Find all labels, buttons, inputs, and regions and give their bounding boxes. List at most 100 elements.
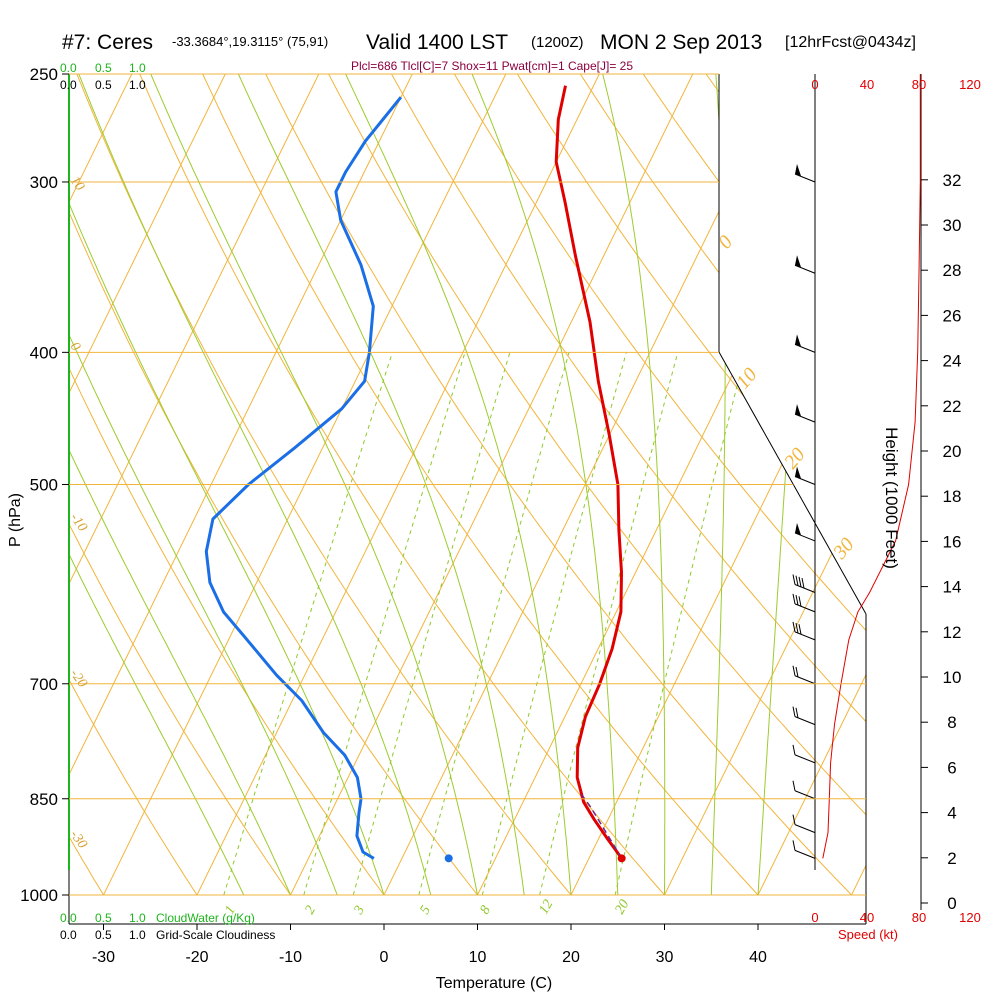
cloudwater-top-1: 0.5 — [95, 61, 112, 75]
moist-adiabat-label: 30 — [828, 534, 858, 564]
x-tick-label: -10 — [279, 949, 302, 966]
x-tick-label: -20 — [185, 949, 208, 966]
dry-adiabat-line — [69, 74, 198, 895]
sounding-profiles — [204, 85, 623, 860]
cloudiness-top-0: 0.0 — [60, 78, 77, 92]
isotherm-line — [757, 74, 866, 895]
mixing-ratio-label: 2 — [302, 903, 318, 917]
height-tick-label: 12 — [943, 623, 962, 642]
dry-adiabat-line — [453, 74, 866, 895]
cloudiness-legend: 0.0 0.5 1.0 Grid-Scale Cloudiness — [60, 928, 275, 942]
forecast-cycle: [12hrFcst@0434z] — [785, 34, 916, 51]
cloudwater-bottom-1: 0.5 — [95, 911, 112, 925]
cloudwater-top-2: 1.0 — [129, 61, 146, 75]
y-axis-label: P (hPa) — [7, 493, 24, 547]
speed-top-3: 120 — [959, 77, 981, 92]
wind-barb — [794, 466, 816, 485]
height-tick-label: 28 — [943, 261, 962, 280]
mixing-ratio-line — [352, 352, 511, 895]
wind-barb — [794, 404, 816, 423]
height-tick-label: 16 — [943, 532, 962, 551]
skewed-grid — [69, 74, 1000, 895]
dry-adiabat-line — [76, 74, 572, 895]
temperature-profile — [554, 85, 623, 860]
mixing-ratio-line — [614, 352, 746, 895]
height-tick-label: 20 — [943, 442, 962, 461]
x-tick-label: -30 — [92, 949, 115, 966]
wind-barb — [792, 593, 816, 613]
cloudiness-scale-top: 0.0 0.5 1.0 — [60, 78, 146, 92]
moist-adiabat-line — [602, 74, 666, 895]
x-tick-label: 30 — [656, 949, 674, 966]
dry-adiabat-line — [958, 74, 1000, 895]
mixing-ratio-label: 3 — [351, 903, 368, 917]
plot-frame — [68, 73, 922, 925]
dry-adiabat-line — [516, 74, 866, 895]
height-axis-label: Height (1000 Feet) — [882, 427, 901, 569]
pressure-axis: 250 300 400 500 700 850 1000 — [20, 65, 69, 905]
dry-adiabat-line — [831, 74, 866, 895]
station-title: #7: Ceres — [62, 31, 153, 54]
wind-barb — [792, 780, 816, 800]
speed-top-1: 40 — [860, 77, 874, 92]
dry-adiabat-line — [139, 74, 665, 895]
x-axis-label: Temperature (C) — [436, 975, 552, 992]
wind-barb — [792, 840, 816, 859]
moist-adiabat-line — [69, 74, 245, 895]
pressure-tick-label: 400 — [30, 343, 58, 362]
wind-barb — [792, 744, 816, 764]
dry-adiabat-line — [391, 74, 866, 895]
wind-panel — [792, 74, 921, 859]
dry-adiabat-line — [328, 74, 866, 895]
speed-legend: 0 40 80 120 Speed (kt) — [811, 910, 980, 942]
speed-scale-top: 0 40 80 120 — [811, 77, 980, 92]
cloudwater-legend: 0.0 0.5 1.0 CloudWater (g/Kg) — [60, 911, 255, 925]
mixing-ratio-line — [303, 352, 466, 895]
wind-barb — [794, 255, 816, 274]
speed-bottom-2: 80 — [912, 910, 926, 925]
height-tick-label: 0 — [947, 894, 956, 913]
speed-bottom-0: 0 — [811, 910, 818, 925]
isotherm-line — [69, 74, 226, 895]
wind-barb — [794, 522, 816, 542]
pressure-tick-label: 850 — [30, 790, 58, 809]
wind-barb — [792, 574, 816, 593]
speed-legend-label: Speed (kt) — [838, 927, 898, 942]
moist-adiabat-line — [69, 74, 338, 895]
dry-adiabat-line — [69, 74, 478, 895]
cloudwater-top-0: 0.0 — [60, 61, 77, 75]
parcel-profile — [578, 791, 623, 859]
speed-top-2: 80 — [912, 77, 926, 92]
wind-barb — [792, 814, 816, 834]
moist-adiabat-line — [78, 74, 432, 895]
wind-barb — [794, 163, 816, 183]
dry-adiabat-line — [202, 74, 759, 895]
moist-adiabat-line — [69, 74, 385, 895]
zulu-time: (1200Z) — [531, 34, 584, 51]
height-tick-label: 2 — [947, 849, 956, 868]
moist-adiabat-line — [471, 74, 619, 895]
dry-adiabat-label: -20 — [67, 667, 90, 691]
cloudwater-bottom-2: 1.0 — [129, 911, 146, 925]
wind-barb — [792, 621, 816, 641]
dewpoint-profile — [204, 96, 403, 860]
pressure-tick-label: 700 — [30, 675, 58, 694]
pressure-tick-label: 500 — [30, 476, 58, 495]
moist-adiabat-line — [345, 74, 572, 895]
valid-time: Valid 1400 LST — [366, 31, 508, 54]
mixing-ratio-label: 5 — [417, 903, 433, 917]
height-tick-label: 8 — [947, 713, 956, 732]
cloudwater-scale-top: 0.0 0.5 1.0 — [60, 61, 146, 75]
cloudiness-bottom-1: 0.5 — [95, 928, 112, 942]
speed-top-0: 0 — [811, 77, 818, 92]
wind-barb — [794, 334, 816, 353]
surface-temperature-marker — [617, 854, 626, 863]
moist-adiabat-line — [69, 74, 291, 895]
height-tick-label: 14 — [943, 578, 962, 597]
x-tick-label: 40 — [749, 949, 767, 966]
isotherm-line — [851, 74, 866, 895]
height-tick-label: 10 — [943, 668, 962, 687]
pressure-tick-label: 300 — [30, 173, 58, 192]
dry-adiabat-line — [265, 74, 852, 895]
